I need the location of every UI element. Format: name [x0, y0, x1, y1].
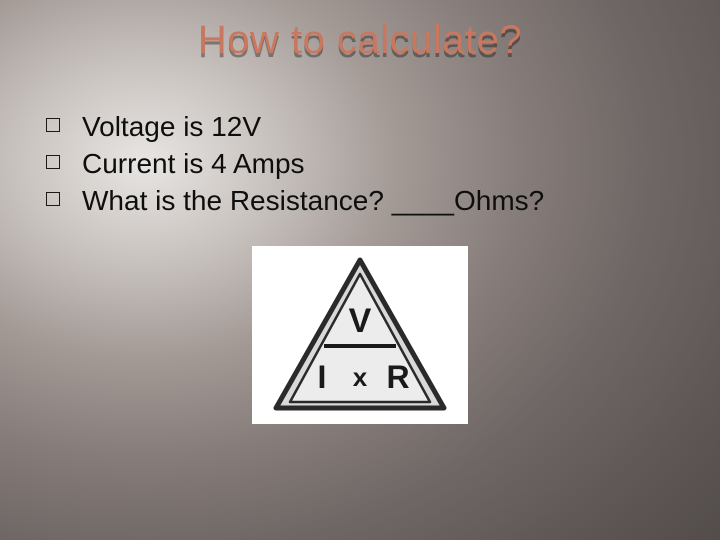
triangle-v-label: V: [349, 302, 372, 340]
triangle-operator: x: [353, 362, 368, 392]
ohms-law-triangle: V I x R: [252, 246, 468, 424]
triangle-icon: V I x R: [270, 254, 450, 414]
bullet-text: What is the Resistance? ____Ohms?: [82, 183, 544, 218]
list-item: Current is 4 Amps: [46, 146, 720, 181]
bullet-text: Current is 4 Amps: [82, 146, 305, 181]
list-item: What is the Resistance? ____Ohms?: [46, 183, 720, 218]
slide-title: How to calculate? How to calculate?: [0, 0, 720, 63]
square-bullet-icon: [46, 155, 60, 169]
square-bullet-icon: [46, 192, 60, 206]
slide-title-text: How to calculate?: [198, 18, 522, 62]
bullet-text: Voltage is 12V: [82, 109, 261, 144]
bullet-list: Voltage is 12V Current is 4 Amps What is…: [46, 109, 720, 218]
diagram-container: V I x R: [0, 246, 720, 424]
triangle-r-label: R: [386, 359, 409, 395]
square-bullet-icon: [46, 118, 60, 132]
list-item: Voltage is 12V: [46, 109, 720, 144]
triangle-i-label: I: [318, 359, 327, 395]
